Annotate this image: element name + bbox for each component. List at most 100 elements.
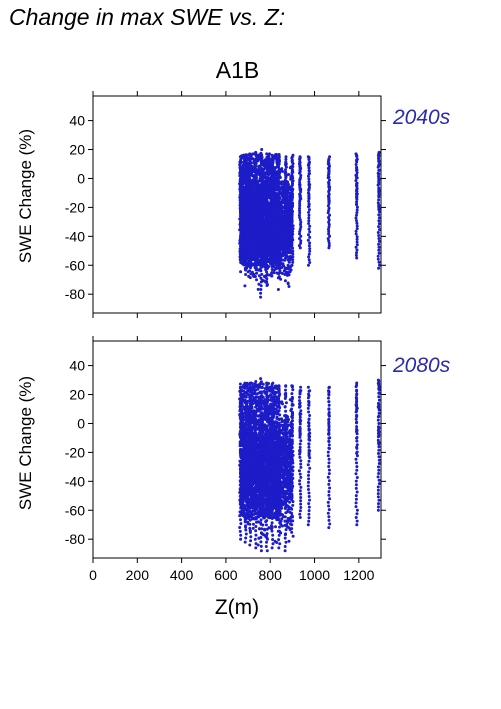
data-point <box>308 247 312 251</box>
data-point <box>327 189 331 193</box>
data-point <box>297 213 301 217</box>
data-point <box>290 235 294 239</box>
data-point <box>281 198 285 202</box>
plot-frame <box>92 95 382 314</box>
data-point <box>270 274 273 278</box>
data-point <box>265 196 269 200</box>
data-point <box>298 177 302 181</box>
data-point <box>298 202 302 205</box>
data-point <box>287 260 291 264</box>
data-point <box>299 223 302 226</box>
data-point <box>307 227 311 231</box>
data-point <box>284 180 288 184</box>
data-point <box>297 244 301 248</box>
data-points <box>238 377 381 553</box>
data-point <box>275 159 279 163</box>
data-point <box>253 203 257 207</box>
data-point <box>307 255 311 259</box>
data-point <box>354 229 358 233</box>
data-point <box>259 173 263 177</box>
data-point <box>249 213 253 217</box>
data-point <box>290 174 294 178</box>
data-point <box>239 244 242 248</box>
data-point <box>326 204 330 208</box>
data-point <box>270 234 274 238</box>
data-point <box>328 155 332 159</box>
data-point <box>265 219 269 223</box>
data-point <box>248 226 252 230</box>
data-point <box>283 279 287 283</box>
data-point <box>277 193 281 197</box>
data-point <box>259 190 263 194</box>
data-point <box>253 275 257 278</box>
data-point <box>307 155 311 159</box>
data-point <box>298 232 301 236</box>
data-point <box>377 260 381 264</box>
data-point <box>277 237 281 241</box>
data-point <box>355 188 359 192</box>
data-point <box>273 178 277 182</box>
data-point <box>290 218 294 222</box>
data-point <box>265 185 269 189</box>
data-point <box>354 245 358 249</box>
data-point <box>298 209 301 212</box>
data-point <box>284 157 288 161</box>
data-point <box>254 252 258 256</box>
data-point <box>307 210 311 214</box>
data-point <box>254 200 258 204</box>
data-point <box>248 201 252 205</box>
data-point <box>256 230 260 234</box>
data-point <box>286 282 290 286</box>
data-point <box>244 208 248 212</box>
data-point <box>248 263 252 267</box>
data-point <box>238 241 242 245</box>
data-point <box>244 231 247 235</box>
y-tick-label: 40 <box>69 113 85 129</box>
data-point <box>271 216 275 220</box>
data-point <box>277 226 281 230</box>
data-point <box>284 225 288 229</box>
data-point <box>265 263 269 267</box>
data-point <box>248 217 252 220</box>
data-point <box>238 252 242 256</box>
y-tick-label: -40 <box>65 228 85 244</box>
data-point <box>266 233 270 237</box>
data-point <box>307 182 311 186</box>
x-tick-label: 0 <box>89 567 97 583</box>
data-point <box>327 209 331 212</box>
data-point <box>327 220 331 224</box>
x-tick-label: 800 <box>259 567 283 583</box>
data-point <box>355 193 359 196</box>
data-point <box>327 244 331 248</box>
data-point <box>377 160 381 164</box>
data-point <box>259 160 263 164</box>
data-point <box>291 260 295 264</box>
data-point <box>327 239 331 243</box>
data-point <box>278 255 282 259</box>
data-point <box>355 248 359 252</box>
data-point <box>238 170 242 174</box>
data-point <box>277 234 281 238</box>
data-point <box>307 162 311 165</box>
data-point <box>275 201 279 205</box>
data-point <box>327 216 330 219</box>
data-point <box>355 224 359 228</box>
data-point <box>257 274 261 278</box>
data-point <box>277 231 281 235</box>
data-point <box>266 246 270 250</box>
data-point <box>245 153 248 157</box>
data-point <box>355 256 359 260</box>
data-point <box>248 250 251 254</box>
data-point <box>238 173 242 177</box>
data-point <box>238 155 242 159</box>
data-point <box>265 152 269 156</box>
data-point <box>291 227 295 231</box>
data-point <box>327 184 331 188</box>
data-point <box>284 238 288 242</box>
plot-frame <box>92 340 382 559</box>
data-point <box>259 238 263 242</box>
data-point <box>274 259 278 263</box>
data-point <box>253 232 257 236</box>
